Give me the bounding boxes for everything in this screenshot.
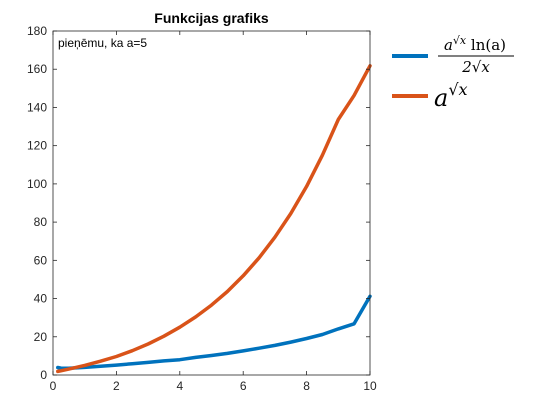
- y-tick-label: 20: [34, 330, 48, 344]
- y-tick-label: 100: [27, 177, 47, 191]
- y-tick-label: 120: [27, 139, 47, 153]
- x-tick-label: 0: [50, 379, 57, 393]
- y-tick-label: 60: [34, 253, 48, 267]
- y-tick-label: 180: [27, 24, 47, 38]
- chart-annotation: pieņēmu, ka a=5: [58, 36, 147, 50]
- legend-label-1-denominator: 2√x: [461, 58, 490, 76]
- y-tick-label: 160: [27, 62, 47, 76]
- y-tick-label: 40: [34, 292, 48, 306]
- x-tick-label: 10: [363, 379, 377, 393]
- chart-title: Funkcijas grafiks: [154, 10, 269, 26]
- x-tick-label: 4: [176, 379, 183, 393]
- y-tick-label: 80: [34, 215, 48, 229]
- y-tick-label: 140: [27, 100, 47, 114]
- legend: a√x ln(a) 2√x a√x: [392, 34, 514, 112]
- x-tick-label: 8: [303, 379, 310, 393]
- plot-area: [53, 31, 370, 375]
- x-tick-label: 2: [113, 379, 120, 393]
- legend-label-2: a√x: [434, 80, 468, 112]
- x-tick-label: 6: [240, 379, 247, 393]
- y-tick-label: 0: [40, 368, 47, 382]
- legend-label-1-numerator: a√x ln(a): [444, 34, 506, 54]
